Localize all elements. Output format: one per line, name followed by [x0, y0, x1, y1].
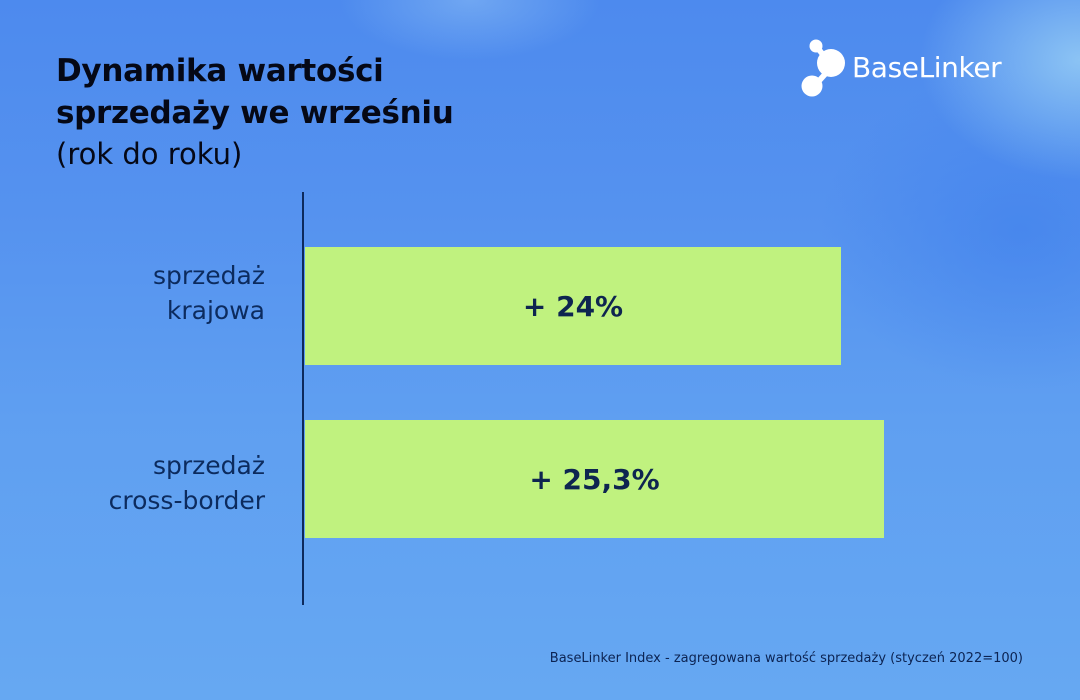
title-line-2: sprzedaży we wrześniu — [56, 95, 454, 131]
bar-value-label: + 24% — [522, 289, 624, 323]
chart-subtitle: (rok do roku) — [56, 137, 243, 171]
category-label-cross-border: sprzedaż cross-border — [5, 448, 265, 518]
baselinker-molecule-icon — [801, 39, 845, 97]
category-label-line-1: sprzedaż — [153, 261, 265, 290]
y-axis-line — [302, 192, 304, 605]
baselinker-logo: BaseLinker — [800, 36, 1002, 102]
source-footnote: BaseLinker Index - zagregowana wartość s… — [549, 651, 1023, 666]
chart-title: Dynamika wartości sprzedaży we wrześniu … — [56, 50, 454, 174]
category-label-line-2: krajowa — [166, 296, 265, 325]
bar-value-label: + 25,3% — [529, 462, 660, 496]
logo-wordmark: BaseLinker — [852, 51, 1002, 84]
category-label-line-1: sprzedaż — [153, 451, 265, 480]
bar-cross-border-sales: + 25,3% — [305, 420, 884, 538]
title-line-1: Dynamika wartości — [56, 53, 384, 89]
category-label-domestic: sprzedaż krajowa — [5, 258, 265, 328]
category-label-line-2: cross-border — [108, 486, 265, 515]
bar-domestic-sales: + 24% — [305, 247, 841, 365]
